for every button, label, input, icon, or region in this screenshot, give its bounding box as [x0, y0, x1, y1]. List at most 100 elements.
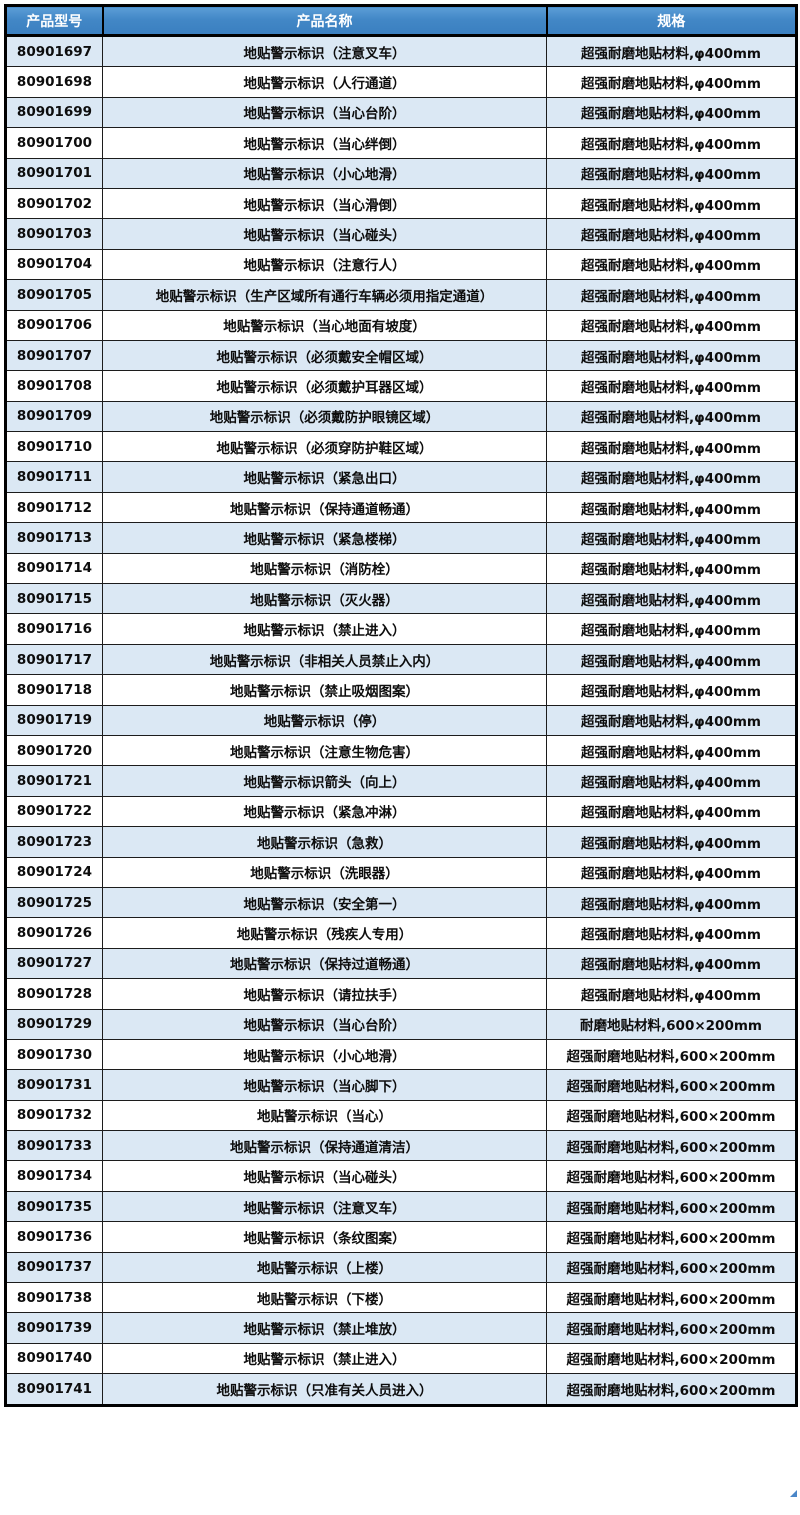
- product-spec-table-wrap: 产品型号 产品名称 规格 80901697 地贴警示标识（注意叉车） 超强耐磨地贴材…: [4, 4, 798, 1407]
- name-cell: 地贴警示标识（只准有关人员进入）: [102, 1373, 547, 1406]
- spec-cell: 超强耐磨地贴材料,φ400mm: [546, 491, 797, 524]
- model-cell: 80901726: [5, 917, 103, 949]
- name-cell: 地贴警示标识（下楼）: [102, 1282, 547, 1314]
- spec-cell: 超强耐磨地贴材料,φ400mm: [546, 522, 797, 554]
- name-cell: 地贴警示标识（急救）: [102, 826, 547, 858]
- table-row: 80901741 地贴警示标识（只准有关人员进入） 超强耐磨地贴材料,600×200…: [5, 1373, 797, 1406]
- model-cell: 80901719: [5, 704, 103, 736]
- model-cell: 80901720: [5, 734, 103, 767]
- name-cell: 地贴警示标识（保持通道清洁）: [102, 1130, 547, 1162]
- column-header-name: 产品名称: [101, 4, 548, 37]
- model-cell: 80901698: [5, 66, 103, 98]
- name-cell: 地贴警示标识（禁止进入）: [102, 613, 547, 645]
- model-cell: 80901709: [5, 400, 103, 433]
- name-cell: 地贴警示标识（生产区域所有通行车辆必须用指定通道）: [102, 279, 547, 311]
- model-cell: 80901727: [5, 947, 103, 980]
- name-cell: 地贴警示标识（当心脚下）: [102, 1069, 547, 1101]
- model-cell: 80901730: [5, 1038, 103, 1071]
- name-cell: 地贴警示标识（注意叉车）: [102, 1190, 547, 1223]
- model-cell: 80901712: [5, 491, 103, 524]
- name-cell: 地贴警示标识（请拉扶手）: [102, 978, 547, 1010]
- name-cell: 地贴警示标识（小心地滑）: [102, 1038, 547, 1071]
- table-row: 80901721 地贴警示标识箭头（向上） 超强耐磨地贴材料,φ400mm: [5, 765, 797, 797]
- model-cell: 80901734: [5, 1160, 103, 1192]
- table-row: 80901732 地贴警示标识（当心） 超强耐磨地贴材料,600×200mm: [5, 1099, 797, 1132]
- spec-cell: 超强耐磨地贴材料,φ400mm: [546, 309, 797, 341]
- spec-cell: 超强耐磨地贴材料,φ400mm: [546, 734, 797, 767]
- name-cell: 地贴警示标识（保持通道畅通）: [102, 491, 547, 524]
- table-row: 80901737 地贴警示标识（上楼） 超强耐磨地贴材料,600×200mm: [5, 1251, 797, 1284]
- header-row: 产品型号 产品名称 规格: [4, 4, 798, 37]
- spec-cell: 超强耐磨地贴材料,600×200mm: [546, 1190, 797, 1223]
- table-row: 80901704 地贴警示标识（注意行人） 超强耐磨地贴材料,φ400mm: [5, 248, 797, 281]
- table-row: 80901707 地贴警示标识（必须戴安全帽区域） 超强耐磨地贴材料,φ400mm: [5, 339, 797, 372]
- model-cell: 80901725: [5, 886, 103, 919]
- table-row: 80901706 地贴警示标识（当心地面有坡度） 超强耐磨地贴材料,φ400mm: [5, 309, 797, 341]
- model-cell: 80901736: [5, 1221, 103, 1253]
- table-row: 80901722 地贴警示标识（紧急冲淋） 超强耐磨地贴材料,φ400mm: [5, 795, 797, 828]
- spec-cell: 超强耐磨地贴材料,600×200mm: [546, 1160, 797, 1192]
- spec-cell: 超强耐磨地贴材料,600×200mm: [546, 1069, 797, 1101]
- spec-cell: 超强耐磨地贴材料,φ400mm: [546, 947, 797, 980]
- model-cell: 80901706: [5, 309, 103, 341]
- name-cell: 地贴警示标识（保持过道畅通）: [102, 947, 547, 980]
- spec-cell: 超强耐磨地贴材料,φ400mm: [546, 552, 797, 585]
- table-row: 80901714 地贴警示标识（消防栓） 超强耐磨地贴材料,φ400mm: [5, 552, 797, 585]
- name-cell: 地贴警示标识（当心绊倒）: [102, 127, 547, 159]
- table-row: 80901703 地贴警示标识（当心碰头） 超强耐磨地贴材料,φ400mm: [5, 218, 797, 250]
- table-row: 80901700 地贴警示标识（当心绊倒） 超强耐磨地贴材料,φ400mm: [5, 127, 797, 159]
- spec-cell: 超强耐磨地贴材料,φ400mm: [546, 248, 797, 281]
- model-cell: 80901729: [5, 1008, 103, 1040]
- spec-cell: 超强耐磨地贴材料,φ400mm: [546, 643, 797, 676]
- table-row: 80901701 地贴警示标识（小心地滑） 超强耐磨地贴材料,φ400mm: [5, 157, 797, 189]
- spec-cell: 超强耐磨地贴材料,φ400mm: [546, 978, 797, 1010]
- model-cell: 80901705: [5, 279, 103, 311]
- spec-cell: 超强耐磨地贴材料,φ400mm: [546, 370, 797, 402]
- table-row: 80901730 地贴警示标识（小心地滑） 超强耐磨地贴材料,600×200mm: [5, 1038, 797, 1071]
- spec-cell: 超强耐磨地贴材料,600×200mm: [546, 1099, 797, 1132]
- table-row: 80901716 地贴警示标识（禁止进入） 超强耐磨地贴材料,φ400mm: [5, 613, 797, 645]
- table-row: 80901723 地贴警示标识（急救） 超强耐磨地贴材料,φ400mm: [5, 826, 797, 858]
- table-body: 80901697 地贴警示标识（注意叉车） 超强耐磨地贴材料,φ400mm 80901…: [5, 34, 797, 1406]
- name-cell: 地贴警示标识（灭火器）: [102, 583, 547, 615]
- model-cell: 80901699: [5, 96, 103, 129]
- spec-cell: 超强耐磨地贴材料,600×200mm: [546, 1130, 797, 1162]
- spec-cell: 超强耐磨地贴材料,φ400mm: [546, 187, 797, 220]
- spec-cell: 超强耐磨地贴材料,φ400mm: [546, 431, 797, 463]
- table-row: 80901738 地贴警示标识（下楼） 超强耐磨地贴材料,600×200mm: [5, 1282, 797, 1314]
- spec-cell: 超强耐磨地贴材料,600×200mm: [546, 1342, 797, 1375]
- spec-cell: 超强耐磨地贴材料,600×200mm: [546, 1282, 797, 1314]
- column-header-model: 产品型号: [4, 4, 104, 37]
- model-cell: 80901722: [5, 795, 103, 828]
- name-cell: 地贴警示标识（小心地滑）: [102, 157, 547, 189]
- spec-cell: 超强耐磨地贴材料,φ400mm: [546, 886, 797, 919]
- spec-cell: 超强耐磨地贴材料,φ400mm: [546, 613, 797, 645]
- name-cell: 地贴警示标识（注意生物危害）: [102, 734, 547, 767]
- model-cell: 80901738: [5, 1282, 103, 1314]
- model-cell: 80901713: [5, 522, 103, 554]
- model-cell: 80901715: [5, 583, 103, 615]
- model-cell: 80901723: [5, 826, 103, 858]
- name-cell: 地贴警示标识（当心滑倒）: [102, 187, 547, 220]
- table-row: 80901713 地贴警示标识（紧急楼梯） 超强耐磨地贴材料,φ400mm: [5, 522, 797, 554]
- name-cell: 地贴警示标识（紧急楼梯）: [102, 522, 547, 554]
- table-row: 80901719 地贴警示标识（停） 超强耐磨地贴材料,φ400mm: [5, 704, 797, 736]
- spec-cell: 超强耐磨地贴材料,600×200mm: [546, 1038, 797, 1071]
- model-cell: 80901739: [5, 1312, 103, 1344]
- model-cell: 80901711: [5, 461, 103, 493]
- spec-cell: 超强耐磨地贴材料,600×200mm: [546, 1373, 797, 1406]
- name-cell: 地贴警示标识（安全第一）: [102, 886, 547, 919]
- name-cell: 地贴警示标识（禁止进入）: [102, 1342, 547, 1375]
- column-header-spec: 规格: [545, 4, 798, 37]
- name-cell: 地贴警示标识（必须穿防护鞋区域）: [102, 431, 547, 463]
- table-row: 80901724 地贴警示标识（洗眼器） 超强耐磨地贴材料,φ400mm: [5, 856, 797, 888]
- table-row: 80901727 地贴警示标识（保持过道畅通） 超强耐磨地贴材料,φ400mm: [5, 947, 797, 980]
- model-cell: 80901708: [5, 370, 103, 402]
- spec-cell: 超强耐磨地贴材料,φ400mm: [546, 157, 797, 189]
- name-cell: 地贴警示标识（紧急出口）: [102, 461, 547, 493]
- table-row: 80901728 地贴警示标识（请拉扶手） 超强耐磨地贴材料,φ400mm: [5, 978, 797, 1010]
- spec-cell: 超强耐磨地贴材料,φ400mm: [546, 917, 797, 949]
- spec-cell: 超强耐磨地贴材料,φ400mm: [546, 218, 797, 250]
- model-cell: 80901733: [5, 1130, 103, 1162]
